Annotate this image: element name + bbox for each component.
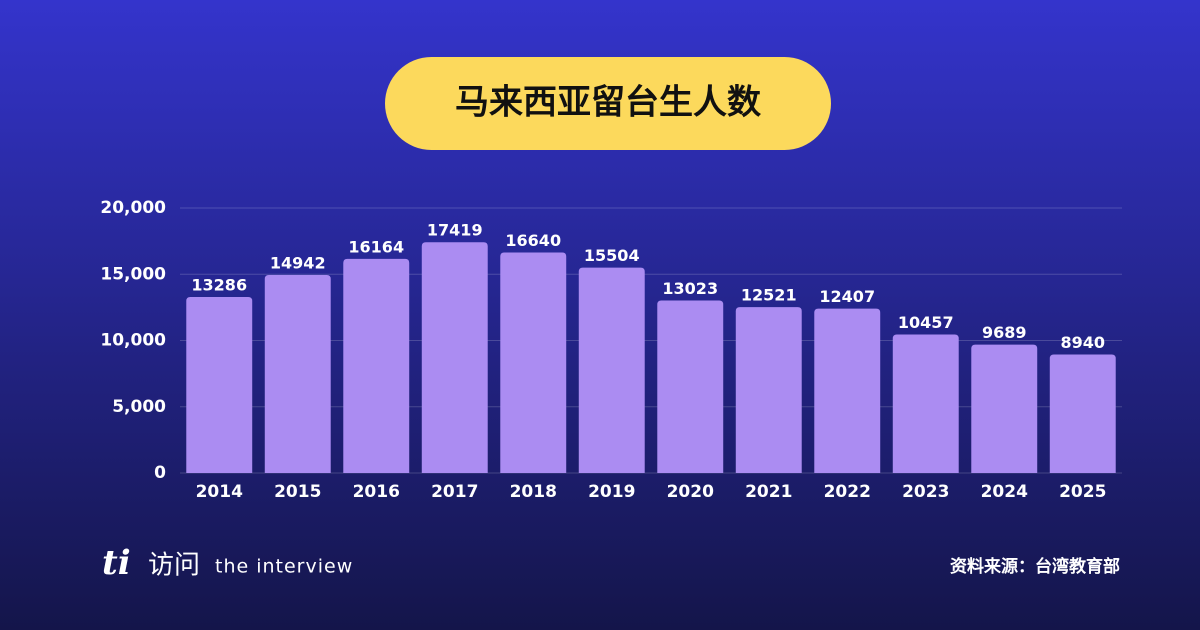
bar — [500, 252, 567, 473]
x-tick-label: 2024 — [981, 482, 1028, 502]
bar — [264, 275, 331, 473]
y-tick-label: 20,000 — [100, 198, 166, 218]
logo-tagline: the interview — [215, 556, 353, 578]
y-tick-label: 0 — [154, 463, 166, 483]
bar — [814, 308, 881, 473]
data-label: 13286 — [191, 275, 247, 294]
x-tick-label: 2015 — [274, 482, 321, 502]
x-tick-label: 2017 — [431, 482, 478, 502]
x-tick-label: 2025 — [1059, 482, 1106, 502]
data-label: 14942 — [270, 254, 326, 273]
y-tick-label: 5,000 — [112, 397, 166, 417]
logo-mark: ti — [102, 543, 131, 583]
title-pill — [385, 57, 831, 150]
x-tick-label: 2021 — [745, 482, 792, 502]
bar — [186, 296, 253, 473]
data-label: 12521 — [741, 286, 797, 305]
bar — [735, 307, 802, 473]
bar — [657, 300, 724, 473]
bar — [421, 242, 488, 473]
data-label: 9689 — [982, 323, 1027, 342]
data-label: 13023 — [662, 279, 718, 298]
data-label: 12407 — [819, 287, 875, 306]
data-label: 15504 — [584, 246, 640, 265]
y-tick-label: 15,000 — [100, 264, 166, 284]
bar — [971, 344, 1038, 473]
y-tick-label: 10,000 — [100, 331, 166, 351]
bar — [343, 258, 410, 473]
x-tick-label: 2019 — [588, 482, 635, 502]
x-tick-label: 2022 — [824, 482, 871, 502]
bar — [1049, 354, 1116, 473]
data-label: 17419 — [427, 221, 483, 240]
bar — [892, 334, 959, 473]
data-label: 16640 — [505, 231, 561, 250]
source: 资料来源：台湾教育部 — [950, 556, 1120, 577]
x-tick-label: 2016 — [353, 482, 400, 502]
data-label: 16164 — [348, 237, 404, 256]
logo-name: 访问 — [148, 551, 200, 581]
data-label: 10457 — [898, 313, 954, 332]
x-tick-label: 2020 — [667, 482, 714, 502]
x-tick-label: 2018 — [510, 482, 557, 502]
data-label: 8940 — [1060, 333, 1105, 352]
bar — [578, 267, 645, 473]
x-tick-label: 2014 — [196, 482, 243, 502]
x-tick-label: 2023 — [902, 482, 949, 502]
chart-title: 马来西亚留台生人数 — [455, 83, 761, 123]
